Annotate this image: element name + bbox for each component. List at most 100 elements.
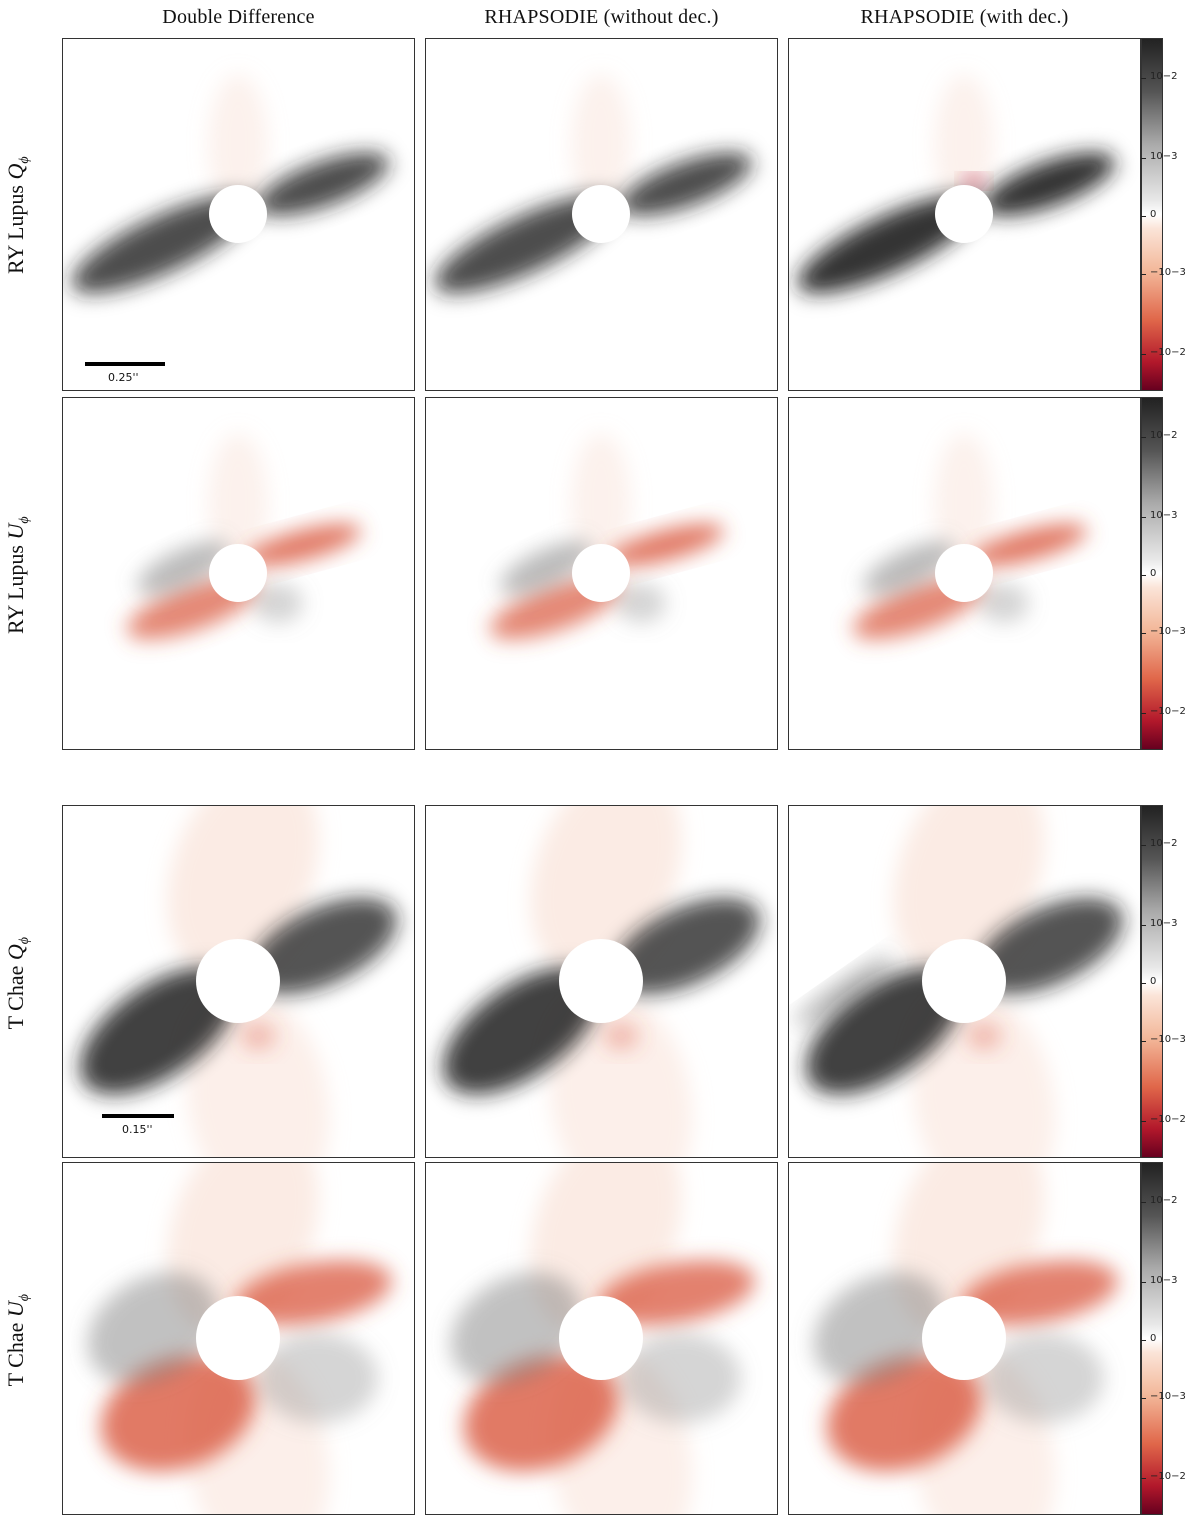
colorbar-tick [1141, 575, 1146, 576]
background-tint [912, 991, 1056, 1157]
disk-lobe-positive [500, 541, 592, 595]
disk-lobe-positive [616, 583, 666, 623]
colorbar-tick [1141, 983, 1146, 984]
row-symbol: U [2, 523, 28, 540]
colorbar-tick [1141, 845, 1146, 846]
colorbar-tick-label: 10−2 [1150, 838, 1178, 849]
background-tint [167, 806, 319, 978]
colorbar-tick [1141, 925, 1146, 926]
colorbar-tick-label: −10−3 [1150, 626, 1186, 637]
colorbar-tick-label: −10−2 [1150, 706, 1186, 717]
disk-lobe-positive [79, 967, 237, 1095]
colorbar-r3 [1141, 1162, 1163, 1515]
scalebar-label-tchae: 0.15'' [122, 1123, 153, 1136]
coronagraph-mask [196, 939, 280, 1023]
panel-r0-c1 [425, 38, 778, 391]
coronagraph-mask [559, 939, 643, 1023]
disk-lobe-negative [100, 1354, 256, 1472]
disk-lobe-positive [137, 541, 229, 595]
panel-r1-c0 [62, 397, 415, 750]
colorbar-tick [1141, 1478, 1146, 1479]
panel-r1-c1 [425, 397, 778, 750]
disk-lobe-positive [813, 1272, 945, 1384]
disk-lobe-positive [863, 541, 955, 595]
colorbar-r0 [1141, 38, 1163, 391]
disk-lobe-positive [248, 897, 398, 995]
disk-lobe-positive [797, 194, 981, 294]
scalebar-tchae [102, 1114, 174, 1118]
row-label-rylupus-u: RY Lupus Uϕ [3, 505, 33, 645]
colorbar-tick [1141, 274, 1146, 275]
disk-lobe-negative [964, 176, 984, 186]
colorbar-tick [1141, 517, 1146, 518]
panel-r2-c0 [62, 805, 415, 1158]
disk-lobe-positive [621, 1333, 741, 1423]
disk-lobe-positive [71, 194, 255, 294]
row-symbol: Q [2, 944, 28, 961]
disk-lobe-negative [603, 1022, 639, 1050]
colorbar-tick [1141, 78, 1146, 79]
disk-lobe-negative [234, 1260, 392, 1326]
disk-lobe-positive [253, 583, 303, 623]
disk-lobe-positive [434, 194, 618, 294]
disk-lobe-positive [982, 152, 1116, 216]
background-tint [208, 74, 268, 214]
disk-lobe-positive [805, 967, 963, 1095]
disk-lobe-positive [258, 1333, 378, 1423]
coronagraph-mask [935, 544, 993, 602]
colorbar-tick-label: 10−3 [1150, 1275, 1178, 1286]
disk-lobe-positive [979, 583, 1029, 623]
row-label-rylupus-q: RY Lupus Qϕ [3, 145, 33, 285]
row-sub: ϕ [17, 156, 33, 164]
disk-lobe-negative [597, 1260, 755, 1326]
colorbar-tick-label: 10−2 [1150, 71, 1178, 82]
colorbar-tick-label: 0 [1150, 209, 1157, 220]
colorbar-tick [1141, 1398, 1146, 1399]
row-label-tchae-u: T Chae Uϕ [3, 1270, 33, 1410]
panel-r2-c2 [788, 805, 1141, 1158]
disk-lobe-negative [960, 1260, 1118, 1326]
colorbar-tick [1141, 437, 1146, 438]
colorbar-tick-label: 0 [1150, 976, 1157, 987]
row-label-tchae-q: T Chae Qϕ [3, 913, 33, 1053]
panel-r3-c2 [788, 1162, 1141, 1515]
colorbar-tick-label: 10−3 [1150, 918, 1178, 929]
colorbar-tick-label: 10−3 [1150, 510, 1178, 521]
colorbar-tick [1141, 354, 1146, 355]
coronagraph-mask [922, 939, 1006, 1023]
panel-r1-c2 [788, 397, 1141, 750]
background-tint [208, 433, 268, 573]
disk-lobe-negative [607, 523, 725, 567]
row-target: RY Lupus [2, 545, 28, 635]
background-tint [530, 806, 682, 978]
colorbar-tick [1141, 1202, 1146, 1203]
panel-r3-c1 [425, 1162, 778, 1515]
column-title-double-difference: Double Difference [162, 6, 315, 28]
row-target: T Chae [2, 1322, 28, 1387]
coronagraph-mask [572, 544, 630, 602]
disk-lobe-positive [619, 152, 753, 216]
disk-lobe-positive [984, 1333, 1104, 1423]
disk-lobe-negative [826, 1354, 982, 1472]
colorbar-tick [1141, 633, 1146, 634]
background-tint [571, 74, 631, 214]
background-tint [549, 991, 693, 1157]
colorbar-tick-label: 10−3 [1150, 151, 1178, 162]
colorbar-tick [1141, 216, 1146, 217]
column-title-rhapsodie-without-dec: RHAPSODIE (without dec.) [484, 6, 719, 28]
disk-lobe-negative [240, 1022, 276, 1050]
colorbar-tick-label: 10−2 [1150, 430, 1178, 441]
colorbar-tick [1141, 1041, 1146, 1042]
scalebar-rylupus [85, 362, 165, 366]
colorbar-tick-label: −10−3 [1150, 1034, 1186, 1045]
panel-r0-c0 [62, 38, 415, 391]
background-tint [571, 433, 631, 573]
colorbar-tick-label: 0 [1150, 1333, 1157, 1344]
disk-lobe-positive [442, 967, 600, 1095]
colorbar-tick [1141, 1340, 1146, 1341]
background-tint [893, 806, 1045, 978]
coronagraph-mask [559, 1296, 643, 1380]
scalebar-label-rylupus: 0.25'' [108, 371, 139, 384]
colorbar-r1 [1141, 397, 1163, 750]
colorbar-tick-label: −10−3 [1150, 1391, 1186, 1402]
